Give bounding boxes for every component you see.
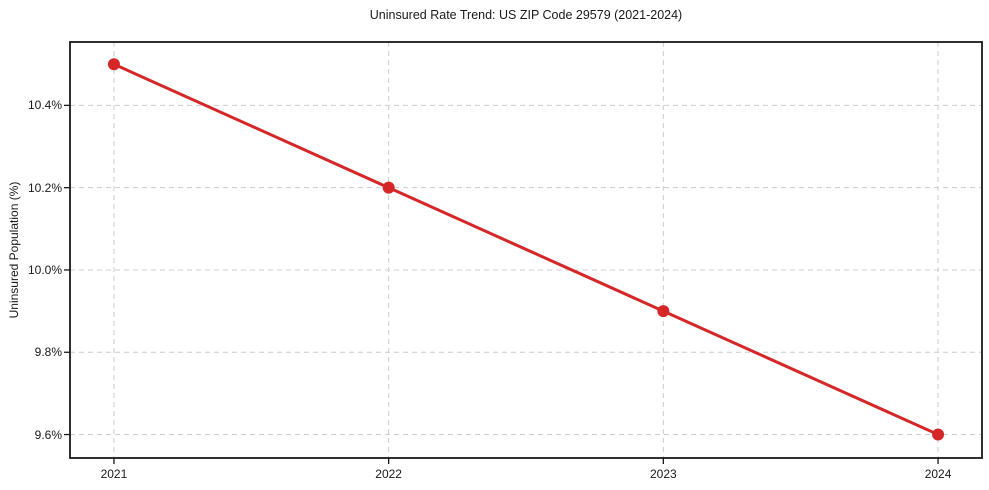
- data-point-marker: [657, 305, 670, 318]
- y-tick-label: 9.6%: [34, 427, 62, 442]
- data-point-marker: [932, 428, 945, 441]
- y-tick-label: 9.8%: [34, 345, 62, 360]
- data-point-marker: [382, 181, 395, 194]
- plot-frame: [69, 41, 983, 459]
- x-tick-label: 2023: [649, 467, 677, 481]
- y-tick-label: 10.2%: [27, 180, 62, 195]
- x-tick-label: 2022: [375, 467, 402, 481]
- data-point-marker: [107, 58, 120, 71]
- x-tick-label: 2024: [924, 467, 952, 481]
- y-tick-label: 10.0%: [27, 262, 62, 277]
- trend-line: [112, 62, 940, 437]
- chart-title: Uninsured Rate Trend: US ZIP Code 29579 …: [369, 8, 683, 22]
- y-tick-label: 10.4%: [27, 98, 62, 113]
- x-tick-label: 2021: [100, 467, 128, 481]
